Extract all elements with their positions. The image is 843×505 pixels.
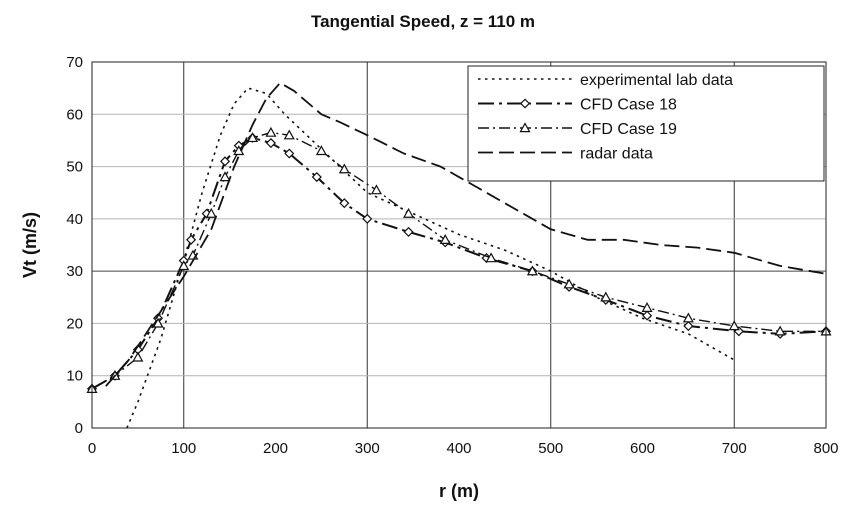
- x-tick-label: 700: [722, 440, 747, 457]
- triangle-marker: [283, 129, 295, 140]
- triangle-marker: [403, 207, 415, 218]
- x-tick-label: 300: [355, 440, 380, 457]
- triangle-marker: [563, 278, 575, 289]
- legend-label: radar data: [580, 146, 653, 163]
- y-tick-label: 60: [66, 106, 83, 123]
- triangle-marker: [370, 184, 382, 195]
- triangle-marker: [682, 312, 694, 323]
- triangle-marker: [519, 122, 531, 133]
- diamond-marker: [284, 148, 295, 159]
- diamond-marker: [311, 171, 322, 183]
- legend-label: experimental lab data: [580, 72, 733, 89]
- diamond-marker: [219, 156, 231, 167]
- triangle-marker: [315, 145, 327, 156]
- triangle-marker: [439, 234, 451, 244]
- triangle-marker: [338, 163, 350, 174]
- y-axis-label: Vt (m/s): [20, 212, 40, 278]
- x-tick-label: 200: [263, 440, 288, 457]
- triangle-marker: [600, 291, 612, 302]
- y-tick-label: 20: [66, 315, 83, 332]
- legend-box: [467, 65, 825, 182]
- y-tick-label: 40: [66, 211, 83, 228]
- x-tick-label: 0: [88, 440, 96, 457]
- triangle-marker: [774, 325, 786, 336]
- legend-entry: CFD Case 19: [478, 121, 677, 138]
- diamond-marker: [683, 320, 694, 332]
- y-tick-label: 30: [66, 263, 83, 280]
- series-line: [105, 82, 827, 387]
- triangle-marker: [219, 171, 231, 182]
- y-tick-labels: 0 10 20 30 40 50 60 70: [66, 54, 83, 437]
- x-axis-label: r (m): [439, 481, 479, 501]
- triangle-marker: [526, 265, 538, 276]
- y-tick-label: 10: [66, 368, 83, 385]
- series-3: [105, 82, 827, 387]
- x-tick-labels: 0 100 200 300 400 500 600 700 800: [88, 440, 839, 457]
- triangle-marker: [152, 317, 164, 328]
- legend-entry: experimental lab data: [478, 72, 733, 89]
- diamond-marker: [642, 310, 653, 321]
- x-tick-label: 800: [813, 440, 838, 457]
- triangle-marker: [485, 252, 497, 263]
- x-tick-label: 600: [630, 440, 655, 457]
- diamond-marker: [403, 226, 414, 237]
- triangle-marker: [728, 320, 740, 331]
- triangle-marker: [265, 126, 277, 137]
- plot-border: [91, 61, 827, 429]
- x-tick-label: 100: [171, 440, 196, 457]
- diamond-marker: [362, 213, 373, 224]
- triangle-marker: [247, 132, 259, 143]
- diamond-marker: [339, 198, 350, 209]
- diamond-marker: [265, 137, 276, 149]
- diamond-marker: [186, 234, 197, 245]
- triangle-marker: [178, 260, 190, 271]
- series-layer: [86, 82, 832, 429]
- triangle-marker: [205, 207, 217, 218]
- y-tick-label: 0: [75, 420, 83, 437]
- series-line: [91, 136, 827, 390]
- legend-label: CFD Case 19: [580, 121, 677, 138]
- legend-label: CFD Case 18: [580, 97, 677, 114]
- y-tick-label: 70: [66, 54, 83, 71]
- legend: experimental lab data CFD Case 18 CFD Case…: [467, 65, 825, 182]
- legend-entry: radar data: [478, 146, 653, 163]
- y-tick-label: 50: [66, 159, 83, 176]
- chart-title: Tangential Speed, z = 110 m: [311, 12, 535, 31]
- diamond-marker: [519, 98, 531, 109]
- triangle-marker: [641, 302, 653, 312]
- x-tick-label: 500: [538, 440, 563, 457]
- series-line: [91, 131, 826, 390]
- legend-entry: CFD Case 18: [478, 97, 677, 114]
- x-tick-label: 400: [446, 440, 471, 457]
- triangle-marker: [132, 351, 144, 362]
